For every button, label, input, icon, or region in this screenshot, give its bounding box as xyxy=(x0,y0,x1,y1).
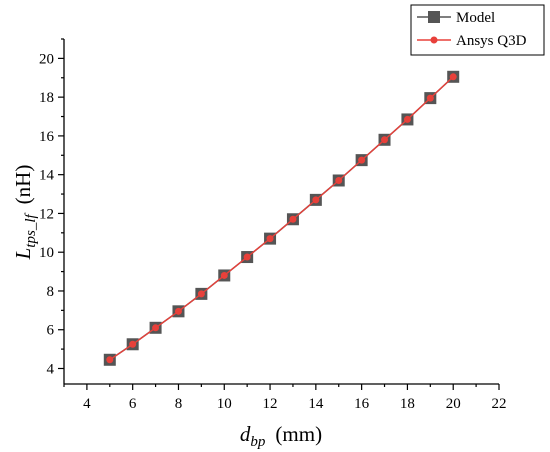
y-ticks: 4 6 8 10 12 14 16 18 20 xyxy=(39,38,64,377)
legend-box xyxy=(410,4,545,56)
ansys-point xyxy=(449,73,457,81)
series-line-ansys xyxy=(109,76,454,361)
x-tick-label: 10 xyxy=(217,396,232,412)
ansys-point xyxy=(403,115,411,123)
legend-label-model: Model xyxy=(456,10,495,26)
y-tick-label: 6 xyxy=(47,323,55,339)
x-ticks: 4 6 8 10 12 14 16 18 20 22 xyxy=(63,384,507,412)
y-tick-label: 12 xyxy=(39,206,54,222)
legend-marker-ansys xyxy=(430,36,438,44)
x-tick-label: 20 xyxy=(446,396,461,412)
x-tick-label: 12 xyxy=(263,396,278,412)
x-tick-label: 8 xyxy=(175,396,183,412)
legend-marker-model xyxy=(428,11,440,23)
ansys-point xyxy=(381,136,389,144)
ansys-point xyxy=(243,253,251,261)
x-tick-label: 6 xyxy=(129,396,137,412)
x-tick-label: 18 xyxy=(400,396,415,412)
y-tick-label: 16 xyxy=(39,129,55,145)
y-tick-label: 4 xyxy=(47,361,55,377)
plot-area: 4 6 8 10 12 14 16 18 20 22 4 6 8 10 12 14 16 18 20 xyxy=(39,38,507,412)
x-axis-title: dbp (mm) xyxy=(240,422,322,450)
y-tick-label: 20 xyxy=(39,51,54,67)
ansys-point xyxy=(426,94,434,102)
ansys-point xyxy=(174,307,182,315)
x-tick-label: 16 xyxy=(354,396,370,412)
ansys-point xyxy=(358,156,366,164)
ansys-point xyxy=(266,235,274,243)
legend: Model Ansys Q3D xyxy=(410,4,545,56)
y-tick-label: 10 xyxy=(39,245,54,261)
y-tick-label: 8 xyxy=(47,284,55,300)
ansys-point xyxy=(152,324,160,332)
x-tick-label: 14 xyxy=(308,396,324,412)
series-layer xyxy=(103,70,460,366)
ansys-point xyxy=(220,271,228,279)
ansys-point xyxy=(129,340,137,348)
ansys-point xyxy=(335,176,343,184)
y-tick-label: 14 xyxy=(39,168,55,184)
y-tick-label: 18 xyxy=(39,90,54,106)
legend-label-ansys: Ansys Q3D xyxy=(456,33,527,49)
x-tick-label: 22 xyxy=(492,396,507,412)
ansys-point xyxy=(289,215,297,223)
y-axis-title: Ltps_lf(nH) xyxy=(11,165,39,261)
ansys-point xyxy=(312,196,320,204)
ansys-point xyxy=(106,356,114,364)
x-tick-label: 4 xyxy=(83,396,91,412)
ansys-point xyxy=(197,290,205,298)
